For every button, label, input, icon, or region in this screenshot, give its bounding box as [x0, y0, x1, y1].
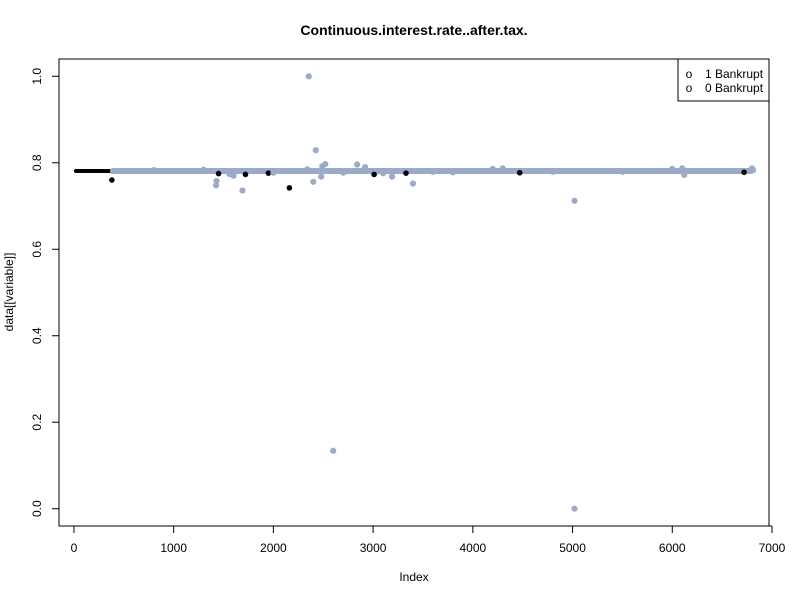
data-point-series-2 — [213, 177, 220, 185]
y-tick-label: 0.6 — [30, 241, 44, 258]
x-axis-label: Index — [399, 570, 428, 584]
chart-title: Continuous.interest.rate..after.tax. — [300, 22, 527, 38]
data-point-series-2 — [270, 169, 277, 176]
data-point-series-1 — [265, 170, 272, 176]
data-point-series-1 — [286, 185, 293, 191]
y-tick-label: 0.2 — [30, 414, 44, 431]
data-point-series-2 — [449, 169, 456, 176]
x-tick-label: 0 — [71, 541, 78, 555]
data-point-series-2 — [499, 165, 506, 172]
data-point-series-2 — [319, 163, 326, 170]
legend-symbol-1: o — [686, 67, 693, 81]
density-bands — [73, 167, 754, 174]
data-point-series-2 — [549, 168, 556, 175]
data-point-series-2 — [150, 167, 157, 174]
y-axis: 0.0 0.2 0.4 0.6 0.8 1.0 — [30, 68, 60, 517]
data-point-series-1 — [242, 171, 249, 178]
data-point-series-2 — [200, 166, 207, 173]
data-point-series-2 — [429, 168, 437, 175]
data-point-series-2 — [669, 165, 676, 172]
data-point-series-2 — [362, 164, 369, 171]
data-point-series-2 — [239, 187, 246, 194]
data-point-series-1 — [741, 169, 747, 176]
data-point-series-2 — [571, 197, 578, 204]
data-point-series-1 — [403, 170, 409, 176]
data-point-series-1 — [215, 170, 222, 177]
x-tick-label: 4000 — [459, 541, 486, 555]
legend-label-1: 1 Bankrupt — [705, 67, 764, 81]
data-point-series-2 — [312, 147, 319, 154]
x-tick-label: 2000 — [260, 541, 287, 555]
data-point-series-1 — [109, 177, 115, 183]
data-points — [109, 73, 757, 512]
data-point-series-2 — [330, 447, 337, 454]
data-point-series-2 — [305, 73, 312, 80]
x-tick-label: 7000 — [759, 541, 786, 555]
x-tick-label: 1000 — [160, 541, 187, 555]
data-point-series-2 — [571, 505, 578, 512]
legend-label-2: 0 Bankrupt — [705, 81, 764, 95]
data-point-series-2 — [619, 168, 626, 175]
data-point-series-2 — [679, 165, 686, 172]
data-point-series-2 — [340, 169, 347, 176]
x-tick-label: 6000 — [659, 541, 686, 555]
data-point-series-2 — [749, 167, 757, 174]
legend-box — [677, 58, 770, 102]
data-point-series-2 — [318, 173, 325, 180]
y-tick-label: 1.0 — [30, 68, 44, 85]
data-point-series-2 — [304, 166, 311, 173]
data-point-series-2 — [230, 172, 237, 179]
y-axis-label: data[[variable]] — [2, 253, 16, 332]
x-tick-label: 3000 — [360, 541, 387, 555]
plot-frame — [58, 58, 770, 527]
data-point-series-1 — [516, 169, 523, 176]
y-tick-label: 0.0 — [30, 500, 44, 517]
data-point-series-1 — [371, 171, 377, 178]
data-point-series-2 — [388, 173, 396, 180]
data-point-series-2 — [354, 161, 361, 168]
data-point-series-2 — [409, 180, 417, 187]
y-tick-label: 0.4 — [30, 327, 44, 344]
legend: o 1 Bankrupt o 0 Bankrupt — [677, 58, 770, 102]
x-tick-label: 5000 — [559, 541, 586, 555]
y-tick-label: 0.8 — [30, 154, 44, 171]
legend-symbol-2: o — [686, 81, 693, 95]
x-axis: 0 1000 2000 3000 4000 5000 6000 7000 — [71, 525, 786, 555]
data-point-series-2 — [489, 165, 496, 172]
data-point-series-2 — [310, 178, 317, 185]
data-point-series-2 — [681, 171, 688, 178]
data-point-series-2 — [379, 170, 387, 177]
